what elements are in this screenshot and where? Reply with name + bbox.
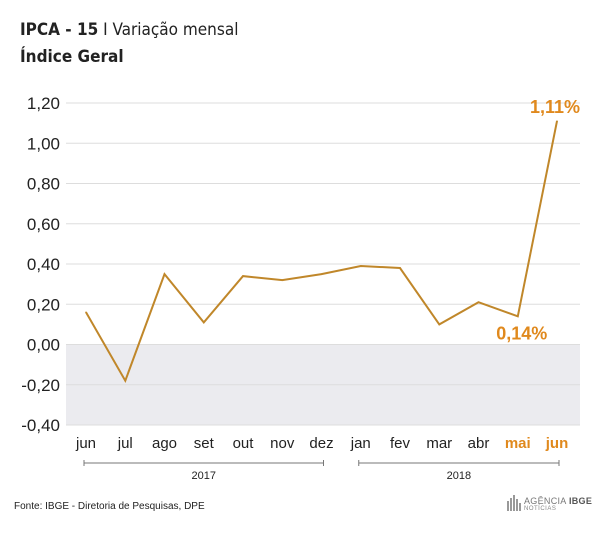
logo-brand-b: IBGE (568, 495, 593, 506)
data-label: 0,14% (496, 323, 547, 343)
data-point (516, 315, 519, 318)
chart-subtitle: Índice Geral (20, 47, 124, 67)
y-tick-label: 0,80 (27, 175, 60, 194)
chart-title: IPCA - 15 I Variação mensal (20, 20, 238, 40)
data-point (399, 267, 401, 269)
x-tick-label: jun (545, 435, 569, 452)
data-point (163, 273, 166, 275)
data-point (556, 120, 558, 122)
x-tick-label: ago (152, 435, 177, 452)
y-tick-label: 1,00 (27, 134, 60, 153)
x-tick-label: dez (309, 435, 333, 452)
x-tick-label: mar (426, 435, 452, 452)
x-tick-label: abr (468, 435, 490, 452)
y-tick-label: 0,20 (27, 295, 60, 314)
year-label: 2017 (192, 470, 216, 482)
x-tick-label: jul (117, 435, 133, 452)
data-point (477, 301, 480, 304)
data-point (242, 275, 244, 277)
logo-sub: NOTÍCIAS (524, 505, 557, 512)
chart-title-main: IPCA - 15 (20, 20, 99, 40)
x-tick-label: jan (350, 435, 371, 452)
data-point (320, 273, 323, 275)
data-point (359, 265, 362, 267)
logo-brand-a: AGÊNCIA (524, 495, 567, 506)
data-point (85, 311, 87, 314)
data-line (85, 120, 558, 384)
data-point (281, 279, 284, 281)
ibge-logo-icon (507, 495, 521, 511)
y-tick-label: 0,40 (27, 255, 60, 274)
y-tick-label: -0,40 (21, 416, 60, 435)
y-tick-label: 0,60 (27, 215, 60, 234)
data-point (202, 321, 205, 324)
x-tick-label: fev (390, 435, 411, 452)
data-point (438, 323, 441, 326)
x-tick-label: nov (270, 435, 295, 452)
chart-title-rest: I Variação mensal (103, 20, 239, 40)
agencia-ibge-logo: AGÊNCIA IBGE NOTÍCIAS (507, 495, 592, 513)
y-tick-label: 1,20 (27, 94, 60, 113)
source-note: Fonte: IBGE - Diretoria de Pesquisas, DP… (14, 501, 205, 512)
x-tick-label: set (194, 435, 215, 452)
y-tick-label: -0,20 (21, 376, 60, 395)
year-label: 2018 (447, 470, 471, 482)
y-tick-label: 0,00 (27, 336, 60, 355)
x-tick-label: mai (505, 435, 531, 452)
x-tick-label: out (233, 435, 255, 452)
data-label: 1,11% (530, 97, 580, 117)
x-tick-label: jun (75, 435, 96, 452)
data-point (124, 379, 127, 382)
